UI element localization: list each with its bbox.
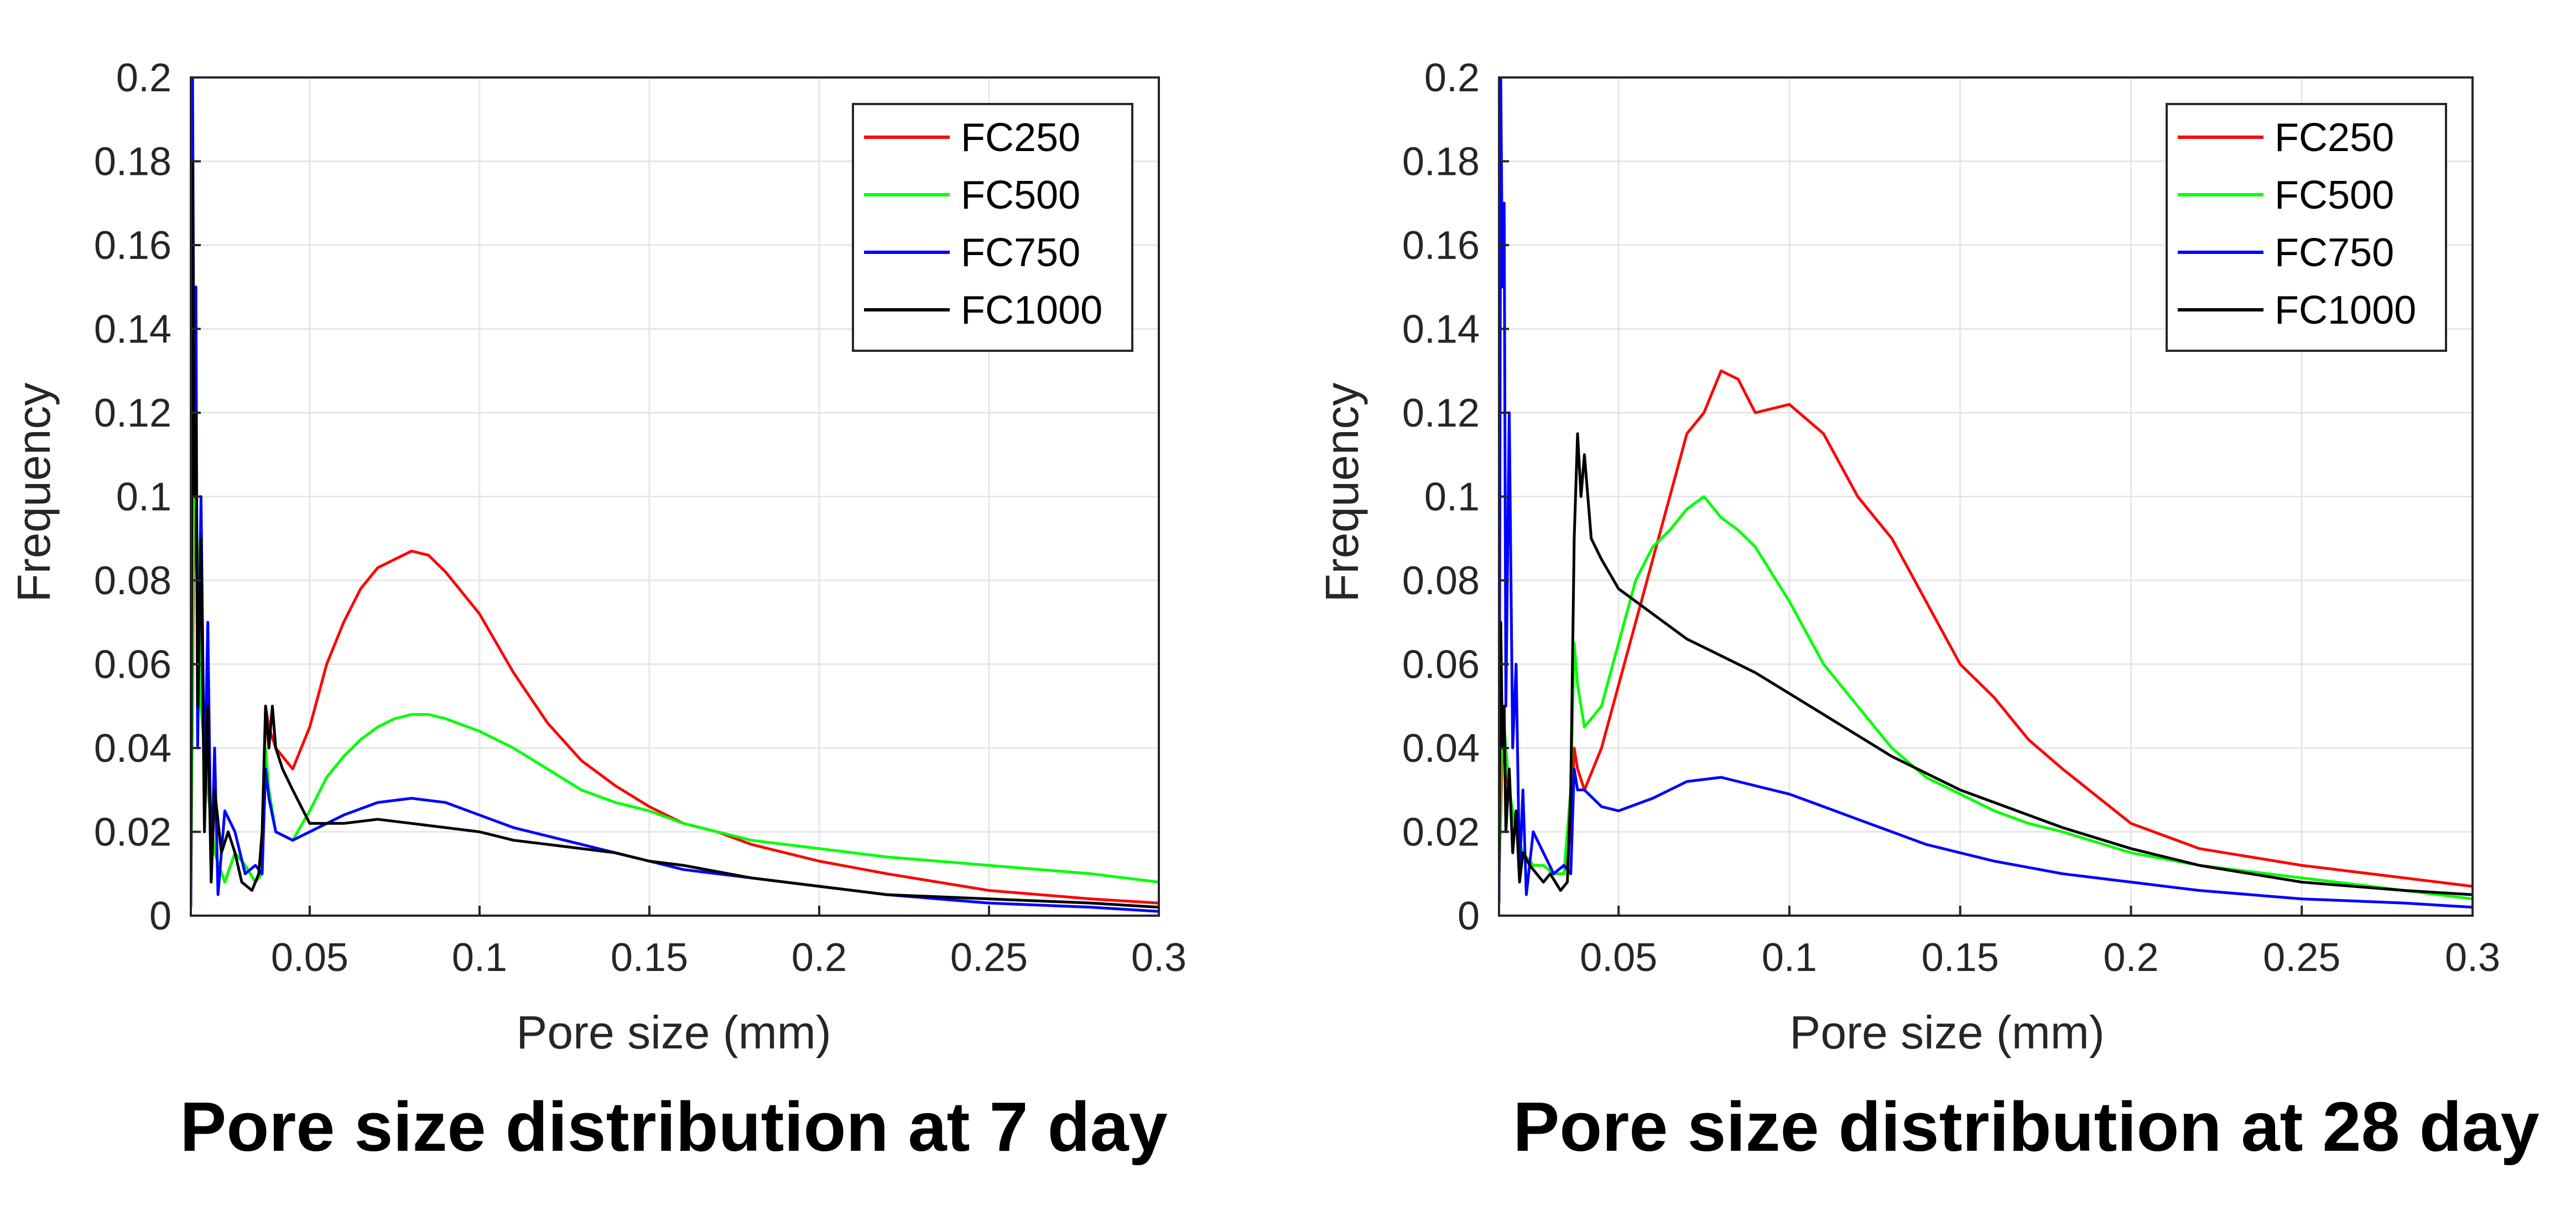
x-tick-label: 0.05 [271,936,348,980]
y-tick-label: 0.2 [1424,56,1480,100]
legend-label-fc1000: FC1000 [961,288,1102,333]
y-tick-label: 0.1 [1424,475,1480,520]
y-axis-label: Frequency [8,383,60,602]
y-tick-label: 0.14 [94,308,171,352]
legend-label-fc750: FC750 [2275,231,2394,275]
y-tick-label: 0.12 [1402,391,1480,435]
legend-label-fc250: FC250 [961,116,1080,160]
x-tick-label: 0.2 [792,936,847,980]
x-tick-label: 0.3 [2445,936,2500,980]
y-tick-label: 0.08 [1402,559,1480,603]
legend-label-fc1000: FC1000 [2275,288,2416,333]
series-line-fc1000 [1499,432,2473,896]
x-axis-label: Pore size (mm) [516,1006,831,1058]
x-tick-label: 0.1 [452,936,507,980]
x-tick-label: 0.05 [1580,936,1657,980]
chart-panel-7-day: Pore size distribution at 7 day Pore siz… [8,56,1186,1166]
chart-title: Pore size distribution at 7 day [180,1088,1167,1166]
y-tick-label: 0.2 [116,56,171,100]
y-tick-label: 0.02 [1402,811,1480,855]
y-tick-label: 0.04 [1402,726,1480,771]
chart-panel-28-day: Pore size distribution at 28 day Pore si… [1316,56,2539,1166]
y-tick-label: 0.18 [1402,140,1480,184]
legend: FC250 FC500 FC750 FC1000 [852,103,1133,352]
x-tick-label: 0.15 [1922,936,1999,980]
y-tick-label: 0.18 [94,140,171,184]
y-tick-label: 0.06 [94,643,171,687]
x-tick-label: 0.2 [2103,936,2158,980]
x-tick-label: 0.3 [1131,936,1186,980]
legend-label-fc500: FC500 [2275,173,2394,217]
y-tick-label: 0 [149,894,171,938]
y-tick-label: 0.02 [94,811,171,855]
y-tick-label: 0.04 [94,726,171,771]
x-tick-label: 0.1 [1762,936,1817,980]
y-tick-label: 0.16 [94,224,171,268]
x-axis-label: Pore size (mm) [1789,1006,2104,1058]
series-line-fc1000 [191,160,1159,909]
y-tick-label: 0.16 [1402,224,1480,268]
chart-title: Pore size distribution at 28 day [1513,1088,2539,1166]
x-tick-label: 0.15 [611,936,688,980]
y-tick-label: 0.14 [1402,308,1480,352]
legend-label-fc250: FC250 [2275,116,2394,160]
y-tick-label: 0.08 [94,559,171,603]
y-tick-label: 0.06 [1402,643,1480,687]
series-line-fc750 [1499,77,2473,909]
y-tick-label: 0.12 [94,391,171,435]
y-tick-label: 0.1 [116,475,171,520]
x-tick-label: 0.25 [950,936,1028,980]
legend-label-fc750: FC750 [961,231,1080,275]
series-line-fc500 [1499,495,2473,901]
legend-label-fc500: FC500 [961,173,1080,217]
y-axis-label: Frequency [1316,383,1368,602]
legend: FC250 FC500 FC750 FC1000 [2166,103,2447,352]
series-group [191,77,1159,913]
x-tick-label: 0.25 [2263,936,2340,980]
y-tick-label: 0 [1458,894,1480,938]
series-group [1499,77,2473,909]
